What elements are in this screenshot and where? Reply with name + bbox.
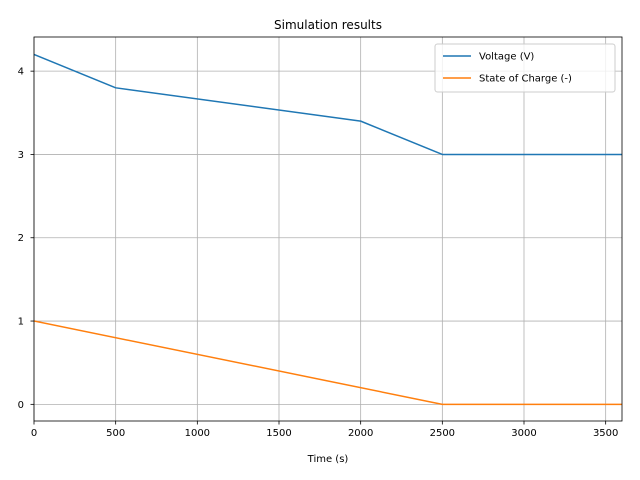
grid	[33, 37, 622, 421]
x-tick-label: 1000	[185, 428, 210, 439]
plot-frame	[33, 36, 623, 422]
legend-label: State of Charge (-)	[479, 74, 572, 85]
x-tick-label: 3500	[593, 428, 618, 439]
y-tick-label: 3	[18, 150, 24, 161]
x-tick-label: 500	[106, 428, 125, 439]
legend: Voltage (V) State of Charge (-)	[434, 43, 616, 93]
series-group	[34, 53, 622, 406]
legend-box	[434, 43, 616, 93]
x-tick-label: 2000	[348, 428, 373, 439]
x-axis-label: Time (s)	[307, 454, 349, 465]
x-tick-label: 0	[31, 428, 37, 439]
y-tick-label: 2	[18, 233, 24, 244]
legend-label: Voltage (V)	[479, 52, 534, 63]
chart-title: Simulation results	[274, 18, 382, 32]
x-tick-label: 3000	[511, 428, 536, 439]
y-tick-label: 1	[18, 317, 24, 328]
y-tick-label: 0	[18, 400, 24, 411]
series-line-state-of-charge	[34, 320, 622, 406]
x-tick-label: 1500	[266, 428, 291, 439]
x-tick-label: 2500	[430, 428, 455, 439]
y-tick-label: 4	[18, 67, 24, 78]
series-line-voltage	[34, 53, 622, 156]
axis-ticks: 0 500 1000 1500 2000 2500 3000 3500 0 1 2 3 4	[18, 67, 619, 439]
